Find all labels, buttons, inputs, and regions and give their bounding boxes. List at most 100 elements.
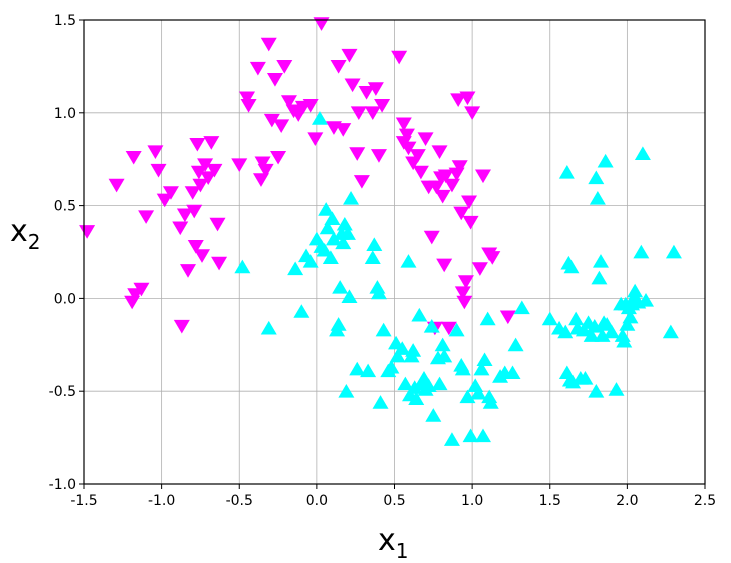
point-triangle-up (372, 395, 389, 409)
point-triangle-up (322, 250, 339, 264)
point-triangle-up (405, 343, 422, 357)
point-triangle-down (276, 60, 293, 74)
point-triangle-up (476, 352, 493, 367)
data-points (79, 17, 682, 446)
point-triangle-down (313, 17, 330, 31)
point-triangle-up (563, 259, 580, 274)
point-triangle-down (239, 91, 256, 106)
point-triangle-down (358, 85, 375, 100)
point-triangle-down (459, 91, 476, 106)
point-triangle-down (335, 123, 352, 137)
x-tick-label: 2.0 (616, 493, 638, 509)
point-triangle-down (125, 150, 142, 165)
point-triangle-down (370, 149, 387, 163)
point-triangle-down (189, 137, 206, 152)
point-triangle-up (619, 317, 636, 331)
point-triangle-up (448, 322, 465, 337)
point-triangle-down (133, 282, 150, 297)
point-triangle-down (374, 98, 391, 113)
point-triangle-up (325, 231, 342, 246)
point-triangle-up (311, 111, 328, 125)
point-triangle-up (260, 320, 277, 335)
point-triangle-up (633, 244, 650, 259)
point-triangle-down (260, 37, 277, 52)
x-tick-label: 2.5 (694, 493, 716, 509)
point-triangle-down (450, 93, 467, 108)
x-tick-label: -0.5 (226, 493, 253, 509)
point-triangle-down (454, 286, 471, 301)
point-triangle-up (541, 311, 558, 326)
point-triangle-up (316, 242, 333, 257)
point-triangle-up (319, 220, 336, 235)
point-triangle-up (454, 361, 471, 376)
x-tick-label: 0.0 (306, 493, 328, 509)
point-triangle-down (436, 258, 453, 273)
point-triangle-down (462, 215, 479, 230)
point-triangle-up (591, 270, 608, 285)
x-tick-label: -1.0 (148, 493, 175, 509)
point-triangle-up (324, 211, 341, 225)
point-triangle-up (434, 337, 451, 352)
point-triangle-down (464, 106, 481, 120)
point-triangle-up (462, 428, 479, 443)
point-triangle-down (187, 240, 204, 254)
point-triangle-up (662, 324, 679, 339)
point-triangle-up (608, 382, 625, 396)
point-triangle-up (431, 376, 448, 391)
point-triangle-down (417, 132, 434, 146)
point-triangle-up (627, 283, 644, 298)
grid (83, 19, 706, 485)
point-triangle-up (594, 328, 611, 342)
point-triangle-up (411, 307, 428, 322)
point-triangle-up (474, 428, 491, 443)
y-tick-label: 0.5 (54, 199, 76, 215)
point-triangle-down (453, 206, 470, 221)
point-triangle-down (364, 106, 381, 120)
point-triangle-down (409, 149, 426, 163)
point-triangle-up (425, 408, 442, 422)
point-triangle-down (186, 204, 203, 219)
point-triangle-up (616, 333, 633, 348)
y-axis-label: x2 (10, 214, 41, 254)
point-triangle-up (597, 153, 614, 168)
point-triangle-up (622, 309, 639, 324)
point-triangle-up (338, 384, 355, 398)
y-tick-label: 0.0 (54, 291, 76, 307)
point-triangle-up (364, 250, 381, 264)
point-triangle-down (173, 319, 190, 334)
point-triangle-up (589, 190, 606, 205)
point-triangle-down (307, 132, 324, 146)
point-triangle-down (400, 141, 417, 156)
point-triangle-down (499, 310, 516, 325)
point-triangle-up (583, 328, 600, 342)
point-triangle-down (190, 165, 207, 180)
point-triangle-down (176, 208, 193, 223)
point-triangle-up (575, 322, 592, 337)
point-triangle-up (436, 348, 453, 363)
point-triangle-down (108, 178, 125, 193)
point-triangle-down (440, 321, 457, 336)
point-triangle-up (423, 319, 440, 333)
point-triangle-down (451, 160, 468, 174)
point-triangle-up (638, 293, 655, 307)
point-triangle-down (193, 249, 210, 263)
point-triangle-down (471, 262, 488, 276)
point-triangle-down (270, 150, 287, 165)
point-triangle-down (203, 136, 220, 150)
point-triangle-up (513, 300, 530, 315)
point-triangle-up (586, 319, 603, 333)
point-triangle-down (206, 163, 223, 178)
point-triangle-down (474, 169, 491, 184)
point-triangle-up (473, 361, 490, 376)
point-triangle-down (431, 145, 448, 159)
point-triangle-down (184, 186, 201, 200)
y-tick-label: -0.5 (49, 384, 76, 400)
point-triangle-down (249, 61, 266, 76)
point-triangle-up (634, 146, 651, 161)
point-triangle-down (353, 175, 370, 189)
point-triangle-up (287, 261, 304, 276)
point-triangle-down (457, 275, 474, 289)
point-triangle-up (343, 190, 360, 205)
point-triangle-up (400, 254, 417, 268)
point-triangle-up (665, 244, 682, 259)
